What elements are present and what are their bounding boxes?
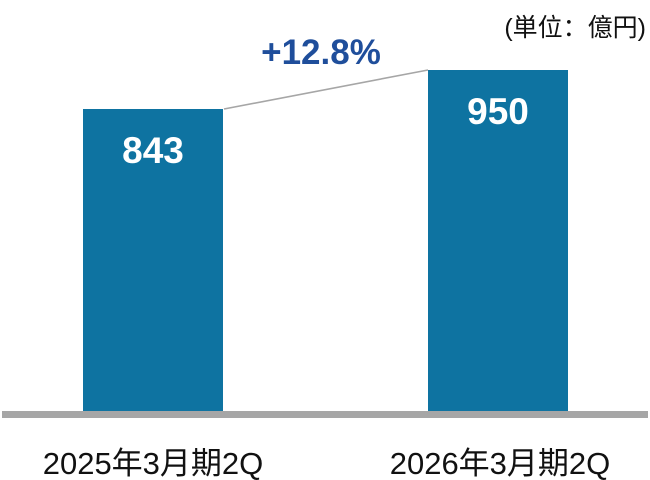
x-axis-baseline — [2, 411, 648, 418]
growth-annotation: +12.8% — [261, 33, 381, 72]
bar-value-2025: 843 — [122, 130, 184, 171]
bar-2025: 843 — [83, 109, 223, 412]
bar-2026: 950 — [428, 70, 568, 412]
unit-label: (単位：億円) — [504, 14, 646, 42]
bar-value-2026: 950 — [467, 91, 529, 132]
category-label-2025: 2025年3月期2Q — [42, 446, 264, 480]
growth-connector-line — [223, 69, 429, 110]
category-label-2026: 2026年3月期2Q — [389, 446, 611, 480]
